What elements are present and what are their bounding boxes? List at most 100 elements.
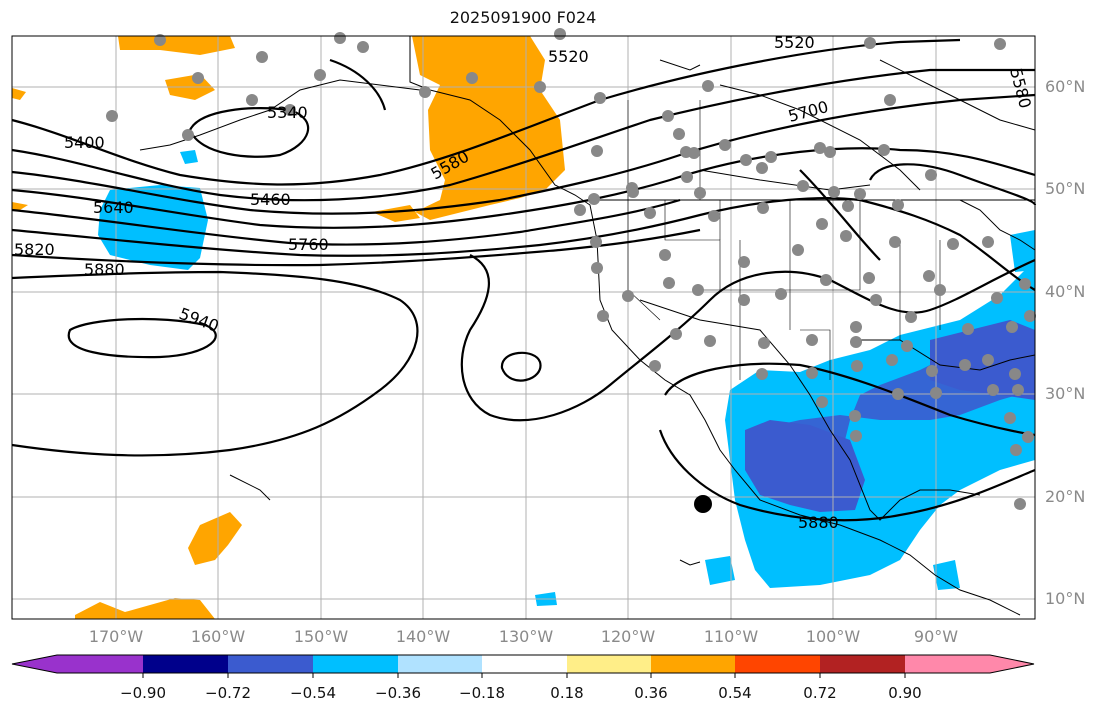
station-marker bbox=[334, 32, 346, 44]
contour-label: 5520 bbox=[548, 47, 589, 66]
station-marker bbox=[850, 336, 862, 348]
station-marker bbox=[934, 284, 946, 296]
station-marker bbox=[886, 354, 898, 366]
station-marker bbox=[994, 38, 1006, 50]
station-marker bbox=[982, 236, 994, 248]
station-marker bbox=[806, 334, 818, 346]
colorbar-segment bbox=[651, 655, 735, 673]
station-marker bbox=[820, 274, 832, 286]
station-marker bbox=[982, 354, 994, 366]
station-marker bbox=[851, 360, 863, 372]
colorbar-outline bbox=[11, 654, 1035, 674]
station-marker bbox=[708, 210, 720, 222]
station-marker bbox=[1019, 278, 1031, 290]
station-marker bbox=[863, 272, 875, 284]
lat-label: 50°N bbox=[1045, 179, 1086, 198]
contour-label: 5520 bbox=[774, 33, 815, 52]
lon-label: 170°W bbox=[88, 627, 144, 646]
colorbar-segment bbox=[57, 655, 143, 673]
station-marker bbox=[670, 328, 682, 340]
station-marker bbox=[534, 81, 546, 93]
colorbar-segment bbox=[313, 655, 398, 673]
station-marker bbox=[1022, 431, 1034, 443]
station-marker bbox=[673, 128, 685, 140]
station-marker bbox=[597, 310, 609, 322]
station-marker bbox=[622, 290, 634, 302]
station-marker bbox=[574, 204, 586, 216]
station-marker bbox=[849, 410, 861, 422]
colorbar-tick-label: 0.36 bbox=[634, 684, 668, 702]
lon-label: 140°W bbox=[395, 627, 451, 646]
station-marker bbox=[828, 186, 840, 198]
station-marker bbox=[466, 72, 478, 84]
station-marker bbox=[738, 294, 750, 306]
station-marker bbox=[962, 323, 974, 335]
station-marker bbox=[681, 171, 693, 183]
station-marker bbox=[901, 340, 913, 352]
station-marker bbox=[765, 151, 777, 163]
station-marker bbox=[246, 94, 258, 106]
colorbar bbox=[11, 654, 1035, 678]
station-marker bbox=[864, 37, 876, 49]
station-marker bbox=[854, 188, 866, 200]
station-marker bbox=[1010, 444, 1022, 456]
station-marker bbox=[758, 337, 770, 349]
station-marker bbox=[756, 162, 768, 174]
station-marker bbox=[797, 180, 809, 192]
station-marker bbox=[694, 187, 706, 199]
colorbar-tick-label: −0.54 bbox=[290, 684, 336, 702]
colorbar-tick-label: 0.90 bbox=[888, 684, 922, 702]
contour-label: 5880 bbox=[84, 260, 125, 279]
station-marker bbox=[756, 368, 768, 380]
contour-label: 5400 bbox=[64, 133, 105, 152]
lat-label: 40°N bbox=[1045, 282, 1086, 301]
colorbar-segment bbox=[482, 655, 567, 673]
station-marker bbox=[923, 270, 935, 282]
station-marker bbox=[792, 244, 804, 256]
station-marker bbox=[987, 384, 999, 396]
station-marker bbox=[688, 147, 700, 159]
colorbar-tick-label: 0.54 bbox=[718, 684, 752, 702]
colorbar-segment bbox=[905, 655, 990, 673]
station-marker bbox=[824, 146, 836, 158]
lon-label: 110°W bbox=[703, 627, 759, 646]
lon-label: 130°W bbox=[498, 627, 554, 646]
station-marker bbox=[930, 387, 942, 399]
station-marker bbox=[757, 202, 769, 214]
colorbar-segment bbox=[398, 655, 482, 673]
lon-label: 150°W bbox=[293, 627, 349, 646]
station-marker bbox=[842, 200, 854, 212]
colorbar-segment bbox=[990, 655, 1034, 673]
station-marker bbox=[892, 199, 904, 211]
graticule bbox=[12, 36, 1035, 619]
map-border bbox=[11, 35, 1036, 620]
station-marker bbox=[719, 139, 731, 151]
lon-label: 100°W bbox=[805, 627, 861, 646]
station-marker bbox=[662, 110, 674, 122]
station-marker bbox=[314, 69, 326, 81]
station-marker bbox=[591, 145, 603, 157]
station-marker bbox=[627, 186, 639, 198]
lon-label: 120°W bbox=[600, 627, 656, 646]
station-marker bbox=[554, 28, 566, 40]
station-marker bbox=[1009, 368, 1021, 380]
colorbar-tick-label: −0.72 bbox=[205, 684, 251, 702]
station-marker bbox=[892, 388, 904, 400]
lat-label: 20°N bbox=[1045, 487, 1086, 506]
station-marker bbox=[884, 94, 896, 106]
station-marker bbox=[947, 238, 959, 250]
station-marker bbox=[692, 284, 704, 296]
station-marker bbox=[704, 335, 716, 347]
station-marker bbox=[816, 218, 828, 230]
station-marker bbox=[357, 41, 369, 53]
station-marker bbox=[925, 169, 937, 181]
station-marker bbox=[419, 86, 431, 98]
colorbar-segment bbox=[143, 655, 228, 673]
colorbar-segment bbox=[228, 655, 313, 673]
station-marker bbox=[590, 236, 602, 248]
station-marker bbox=[806, 367, 818, 379]
colorbar-tick-label: −0.18 bbox=[459, 684, 505, 702]
station-marker bbox=[1024, 310, 1036, 322]
station-marker bbox=[738, 256, 750, 268]
station-marker bbox=[850, 430, 862, 442]
